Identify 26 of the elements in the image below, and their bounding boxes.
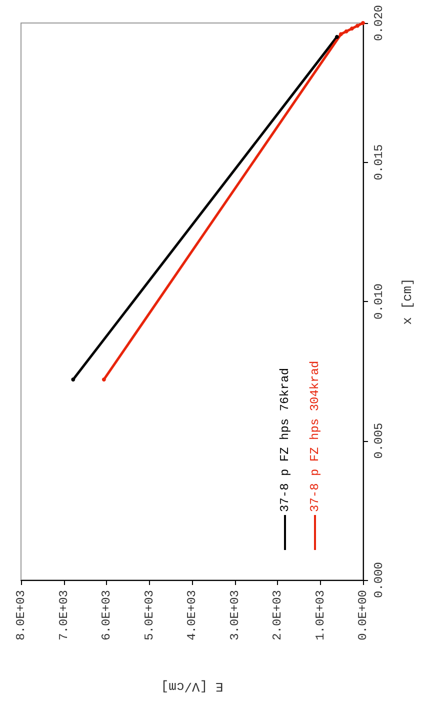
x-tick-label: 0.0E+00: [356, 590, 370, 640]
point: [355, 24, 360, 28]
text: 37-8 p FZ hps 76krad: [278, 368, 292, 512]
point: [344, 29, 348, 34]
x-tick-label: 7.0E+03: [56, 590, 71, 640]
y-axis-title: x [cm]: [400, 278, 415, 325]
y-tick-label: 0.020: [372, 4, 386, 42]
y-tick-label: 0.000: [372, 562, 386, 598]
x-tick-label: 5.0E+03: [142, 590, 156, 640]
point: [350, 26, 354, 31]
point: [71, 377, 76, 382]
x-tick-label: 2.0E+03: [270, 590, 284, 640]
y-tick-label: 0.010: [372, 283, 386, 320]
x-tick-label: 4.0E+03: [185, 590, 199, 640]
y-tick-label: 0.005: [372, 422, 386, 459]
x-tick-label: 1.0E+03: [313, 590, 328, 640]
y-tick-label: 0.015: [372, 144, 386, 180]
x-tick-label: 3.0E+03: [228, 590, 242, 640]
point: [361, 21, 365, 25]
x-axis-title: E [V/cm]: [160, 679, 224, 694]
text: 37-8 p FZ hps 304krad: [308, 360, 322, 512]
point: [334, 34, 339, 39]
point: [338, 32, 343, 36]
x-tick-label: 8.0E+03: [14, 590, 28, 640]
x-tick-label: 6.0E+03: [100, 590, 114, 640]
point: [102, 377, 106, 382]
